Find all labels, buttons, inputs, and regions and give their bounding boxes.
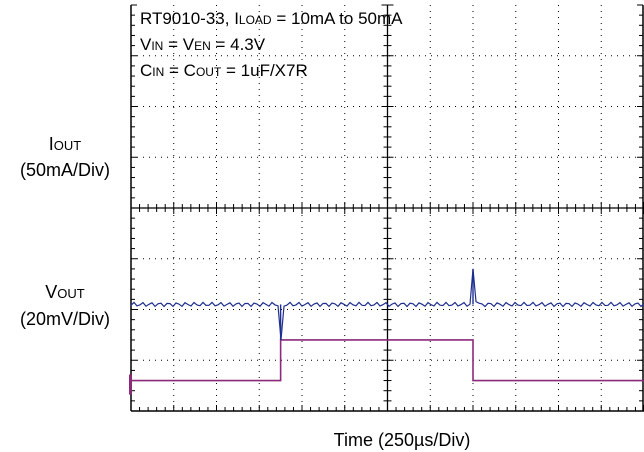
channel-1-marker xyxy=(129,374,132,395)
condition-line-1: RT9010-33, ILOAD = 10mA to 50mA xyxy=(140,9,403,28)
grid xyxy=(130,4,644,412)
x-axis-label: Time (250µs/Div) xyxy=(334,430,471,450)
condition-line-3: CIN = COUT = 1uF/X7R xyxy=(140,61,308,80)
condition-line-2: VIN = VEN = 4.3V xyxy=(140,35,266,54)
traces xyxy=(129,268,644,395)
channel-1-scale: (50mA/Div) xyxy=(20,160,110,180)
channel-2-scale: (20mV/Div) xyxy=(20,309,110,329)
current-trace xyxy=(131,339,644,382)
channel-1-name: IOUT xyxy=(49,134,82,154)
channel-2-name: VOUT xyxy=(45,282,85,302)
voltage-trace xyxy=(130,268,644,340)
